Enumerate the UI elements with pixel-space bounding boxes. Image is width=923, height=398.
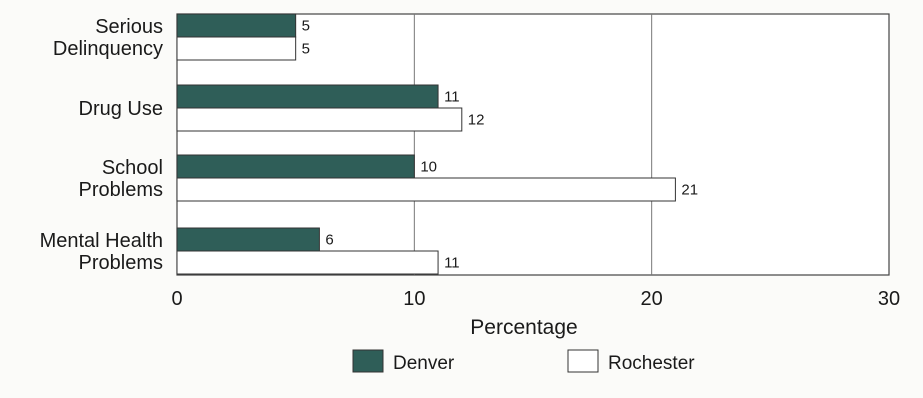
value-labels: 5 5 11 12 10 21 6 11 [302,18,698,272]
bar-rochester [176,250,439,275]
x-tick-label: 30 [878,288,900,310]
data-label: 11 [444,255,460,272]
category-label: Problems [79,252,163,274]
bar-rochester [176,107,463,132]
bar-rochester [176,36,297,61]
x-tick-label: 10 [403,288,425,310]
bar-denver [176,227,320,252]
category-label: Serious [95,16,163,38]
bar-rochester [176,177,676,202]
legend-swatch-denver [352,349,384,373]
data-label: 11 [444,89,460,106]
data-label: 5 [302,41,310,58]
category-label: Drug Use [79,98,163,120]
data-label: 6 [325,232,333,249]
bars [176,13,676,275]
bar-denver [176,154,415,179]
x-tick-label: 20 [641,288,663,310]
legend-label-denver: Denver [393,353,455,374]
category-label: Delinquency [53,38,163,60]
data-label: 10 [420,159,437,176]
legend: Denver Rochester [352,349,695,374]
legend-swatch-rochester [567,349,599,373]
bar-denver [176,84,439,109]
x-axis-ticks: 0 10 20 30 [171,288,900,310]
legend-label-rochester: Rochester [608,353,695,374]
bar-denver [176,13,297,38]
data-label: 12 [468,112,485,129]
category-label: Mental Health [40,230,163,252]
data-label: 21 [681,182,698,199]
x-axis-title: Percentage [470,316,577,339]
data-label: 5 [302,18,310,35]
category-label: School [102,157,163,179]
category-label: Problems [79,179,163,201]
x-tick-label: 0 [171,288,182,310]
